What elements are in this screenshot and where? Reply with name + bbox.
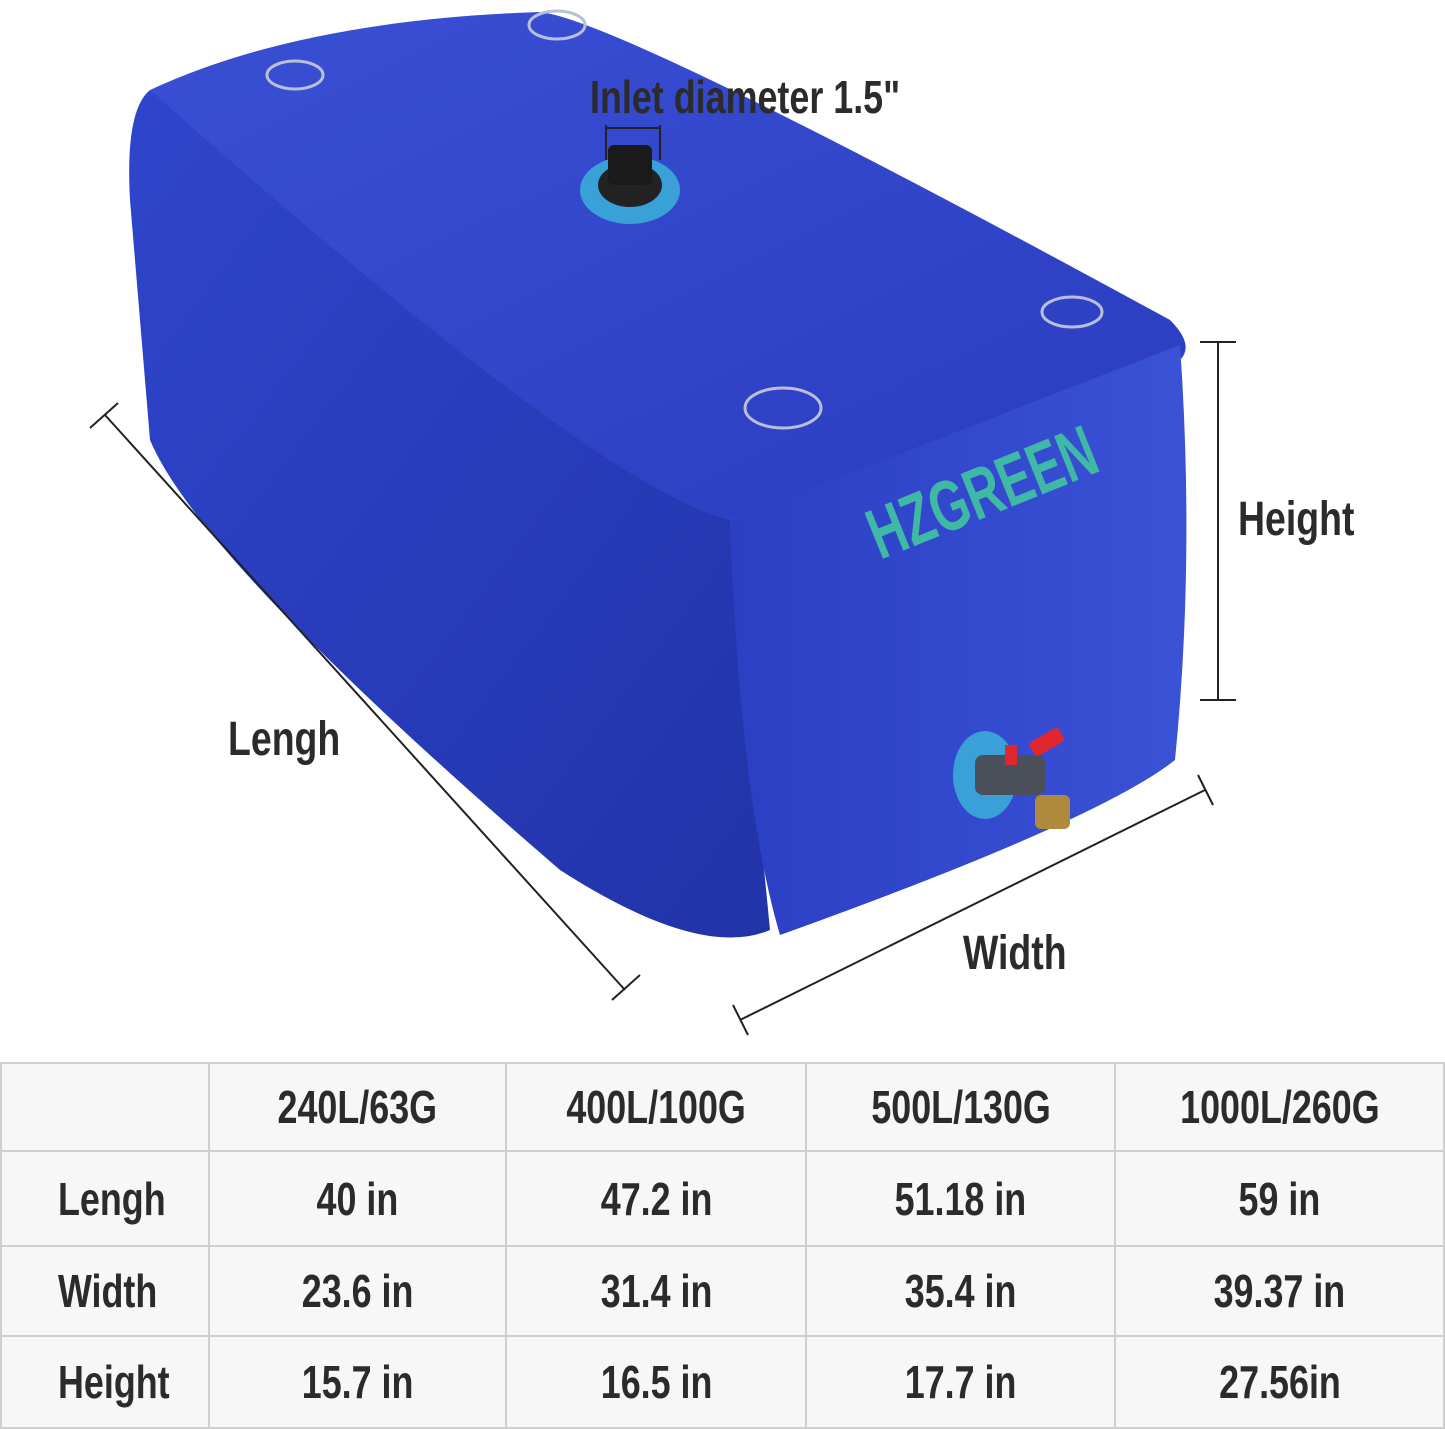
water-tank-illustration: HZGREEN [89, 9, 1236, 1036]
dimension-lines [89, 341, 1236, 1036]
inlet-diameter-label: Inlet diameter 1.5" [590, 71, 901, 123]
table-row: Width 23.6 in 31.4 in 35.4 in 39.37 in [0, 1245, 1445, 1337]
tank-body [129, 12, 1187, 938]
table-cell: 40 in [207, 1150, 508, 1247]
table-cell: 15.7 in [207, 1335, 508, 1429]
table-cell: 51.18 in [804, 1150, 1117, 1247]
table-header-row: 240L/63G 400L/100G 500L/130G 1000L/260G [0, 1062, 1445, 1152]
table-corner-cell [0, 1062, 210, 1152]
drain-valve-icon [953, 728, 1070, 829]
row-header: Width [0, 1245, 210, 1337]
height-label: Height [1238, 493, 1355, 546]
column-header: 240L/63G [207, 1062, 508, 1152]
tank-left-face [129, 90, 770, 938]
row-header: Lengh [0, 1150, 210, 1247]
table-cell: 17.7 in [804, 1335, 1117, 1429]
table-cell: 39.37 in [1114, 1245, 1445, 1337]
table-cell: 59 in [1114, 1150, 1445, 1247]
column-header: 1000L/260G [1114, 1062, 1445, 1152]
table-cell: 27.56in [1114, 1335, 1445, 1429]
width-label: Width [963, 927, 1067, 980]
table-row: Lengh 40 in 47.2 in 51.18 in 59 in [0, 1150, 1445, 1247]
table-cell: 35.4 in [804, 1245, 1117, 1337]
inlet-dimension-marker [605, 125, 661, 160]
table-cell: 23.6 in [207, 1245, 508, 1337]
d-ring-icons [265, 9, 1104, 430]
column-header: 500L/130G [804, 1062, 1117, 1152]
table-cell: 31.4 in [505, 1245, 807, 1337]
inlet-cap-icon [580, 145, 680, 224]
row-header: Height [0, 1335, 210, 1429]
length-label: Lengh [228, 713, 341, 766]
column-header: 400L/100G [505, 1062, 807, 1152]
table-cell: 16.5 in [505, 1335, 807, 1429]
tank-top-face [150, 12, 1186, 520]
table-row: Height 15.7 in 16.5 in 17.7 in 27.56in [0, 1335, 1445, 1429]
table-cell: 47.2 in [505, 1150, 807, 1247]
tank-front-face [730, 345, 1187, 935]
size-spec-table: 240L/63G 400L/100G 500L/130G 1000L/260G … [0, 1062, 1445, 1429]
